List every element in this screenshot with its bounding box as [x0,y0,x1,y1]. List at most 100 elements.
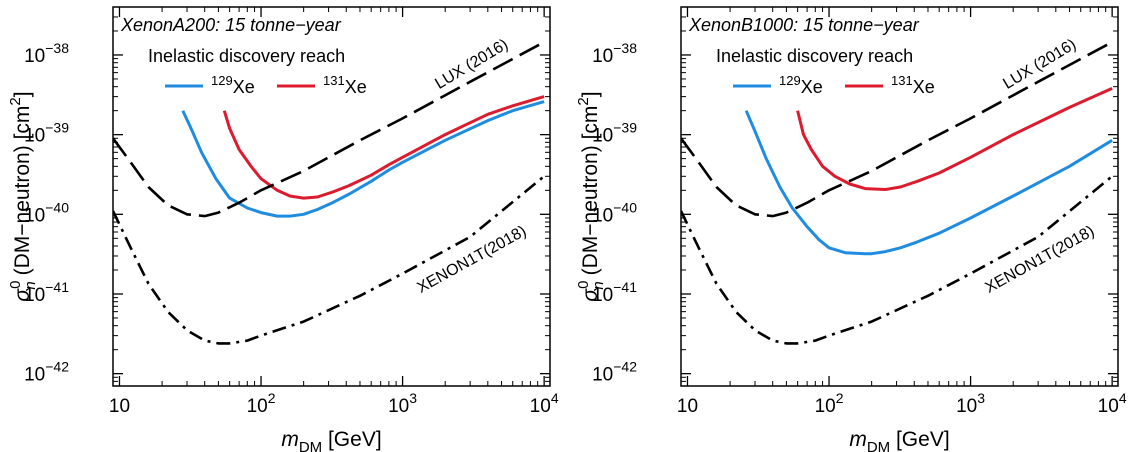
x-tick-label: 103 [388,390,417,417]
y-axis-label-superscript: 0 [7,281,24,289]
y-tick-label: 10−38 [24,40,69,67]
y-axis-label-superscript: 0 [575,281,592,289]
y-axis-label: σ0n (DM−neutron) [cm2] [575,91,607,301]
legend-label-element: Xe [233,77,255,97]
annotation-xenon1t-2018: XENON1T(2018) [983,223,1098,297]
legend-label-isotope: 131 [891,73,913,88]
x-tick-base: 10 [1098,396,1119,417]
y-axis-label-symbol: σ [579,288,602,302]
y-axis-label-subscript: n [590,281,607,289]
x-axis-label-symbol: m [849,428,867,451]
y-tick-label: 10−40 [24,199,69,226]
legend-label-isotope: 131 [323,73,345,88]
legend-label-isotope: 129 [211,73,233,88]
y-axis-label-close: ] [11,91,34,97]
y-tick-exponent: −42 [45,359,69,375]
y-tick-exponent: −38 [45,40,69,56]
y-tick-base: 10 [592,126,613,147]
y-axis-label-subscript: n [22,281,39,289]
series-line-xenon1t-2018 [681,175,1113,345]
y-tick-label: 10−40 [592,199,637,226]
legend-title: Inelastic discovery reach [716,46,913,66]
legend-label-element: Xe [345,77,367,97]
y-tick-exponent: −39 [613,120,637,136]
y-tick-base: 10 [592,205,613,226]
x-tick-base: 10 [530,396,551,417]
x-tick-exponent: 2 [268,390,276,406]
minor-ticks [112,6,550,387]
chart-panel-2: 10 102 103 10410−4210−4110−4010−3910−38Xeno… [575,6,1127,452]
y-tick-exponent: −40 [45,199,69,215]
y-axis-label-exponent: 2 [7,97,24,105]
legend-title: Inelastic discovery reach [148,46,345,66]
series-line-131xe [796,87,1113,191]
x-axis-label-subscript: DM [867,439,890,452]
x-tick-label: 104 [530,390,559,417]
x-tick-base: 10 [956,396,977,417]
annotation-lux-2016: LUX (2016) [432,36,511,93]
x-tick-label: 103 [956,390,985,417]
series-line-131xe [222,95,545,200]
series-line-lux-2016 [681,40,1113,218]
legend-label-element: Xe [913,77,935,97]
plot-frame [680,6,1119,387]
x-axis-label-unit: [GeV] [322,428,382,451]
y-tick-exponent: −42 [613,359,637,375]
y-tick-base: 10 [592,285,613,306]
legend-label: 129Xe [211,73,255,97]
x-tick-exponent: 4 [551,390,559,406]
x-tick-label: 10 [677,396,698,417]
minor-ticks [680,6,1118,387]
annotation-xenon1t-2018: XENON1T(2018) [415,223,530,297]
x-axis-label: mDM [GeV] [849,428,949,452]
chart-panel-1: 10 102 103 10410−4210−4110−4010−3910−38Xeno… [7,6,559,452]
panel-title: XenonA200: 15 tonne−year [120,15,342,35]
legend-label-isotope: 129 [779,73,801,88]
panel-title: XenonB1000: 15 tonne−year [688,15,920,35]
y-tick-exponent: −41 [45,279,69,295]
series-lines [113,40,545,345]
plot-frame [112,6,551,387]
y-axis-label: σ0n (DM−neutron) [cm2] [7,91,39,301]
y-axis-label-symbol: σ [11,288,34,302]
y-tick-exponent: −39 [45,120,69,136]
y-axis-label-text: (DM−neutron) [cm [11,106,34,282]
y-tick-label: 10−41 [592,279,637,306]
major-ticks [113,7,550,386]
x-tick-base: 10 [677,396,698,417]
x-tick-label: 102 [247,390,276,417]
y-tick-label: 10−39 [24,120,69,147]
legend-label: 131Xe [323,73,367,97]
annotation-lux-2016: LUX (2016) [1000,36,1079,93]
x-tick-label: 104 [1098,390,1127,417]
y-axis-label-exponent: 2 [575,97,592,105]
y-tick-exponent: −40 [613,199,637,215]
x-tick-base: 10 [109,396,130,417]
series-line-xenon1t-2018 [113,175,545,345]
major-ticks [681,7,1118,386]
x-tick-label: 102 [815,390,844,417]
legend-label-element: Xe [801,77,823,97]
y-tick-base: 10 [24,365,45,386]
y-tick-base: 10 [592,365,613,386]
y-tick-label: 10−41 [24,279,69,306]
y-tick-base: 10 [24,126,45,147]
y-tick-base: 10 [24,285,45,306]
x-axis-label: mDM [GeV] [281,428,381,452]
x-tick-exponent: 2 [836,390,844,406]
x-tick-exponent: 4 [1119,390,1127,406]
series-lines [681,40,1113,345]
x-tick-base: 10 [247,396,268,417]
y-tick-exponent: −38 [613,40,637,56]
legend-label: 131Xe [891,73,935,97]
legend-label: 129Xe [779,73,823,97]
x-axis-label-unit: [GeV] [890,428,950,451]
y-axis-label-close: ] [579,91,602,97]
series-line-129xe [181,100,545,218]
x-tick-base: 10 [815,396,836,417]
y-tick-label: 10−42 [24,359,69,386]
y-axis-label-text: (DM−neutron) [cm [579,106,602,282]
